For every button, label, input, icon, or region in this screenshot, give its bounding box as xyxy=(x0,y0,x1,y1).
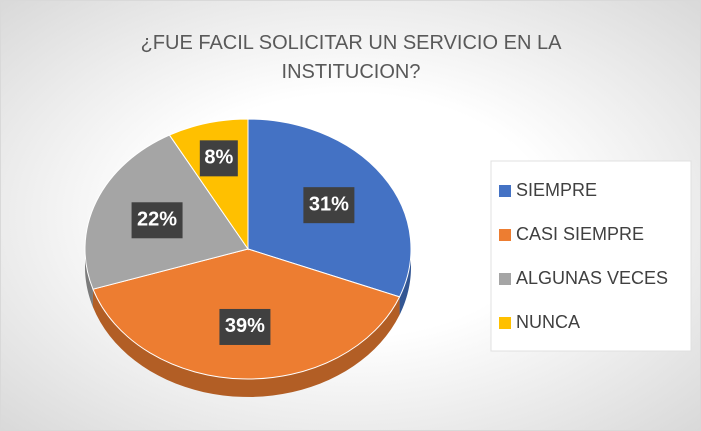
data-label-box xyxy=(199,140,238,177)
data-label: 31% xyxy=(309,193,349,215)
data-label-box xyxy=(303,187,355,224)
data-label-box xyxy=(219,308,271,345)
data-label-box xyxy=(131,202,183,239)
legend-label: SIEMPRE xyxy=(516,180,597,200)
legend-swatch xyxy=(499,273,511,285)
legend-label: NUNCA xyxy=(516,312,580,332)
data-label: 8% xyxy=(204,147,233,169)
pie-side xyxy=(92,289,400,397)
legend-swatch xyxy=(499,317,511,329)
legend-swatch xyxy=(499,229,511,241)
legend-label: CASI SIEMPRE xyxy=(516,224,644,244)
chart-title: ¿FUE FACIL SOLICITAR UN SERVICIO EN LA I… xyxy=(140,32,562,83)
data-label: 39% xyxy=(225,315,265,337)
legend-box xyxy=(490,160,692,352)
legend-swatch xyxy=(499,185,511,197)
pie-side xyxy=(399,249,411,315)
legend-label: ALGUNAS VECES xyxy=(516,268,668,288)
data-label: 22% xyxy=(137,209,177,231)
